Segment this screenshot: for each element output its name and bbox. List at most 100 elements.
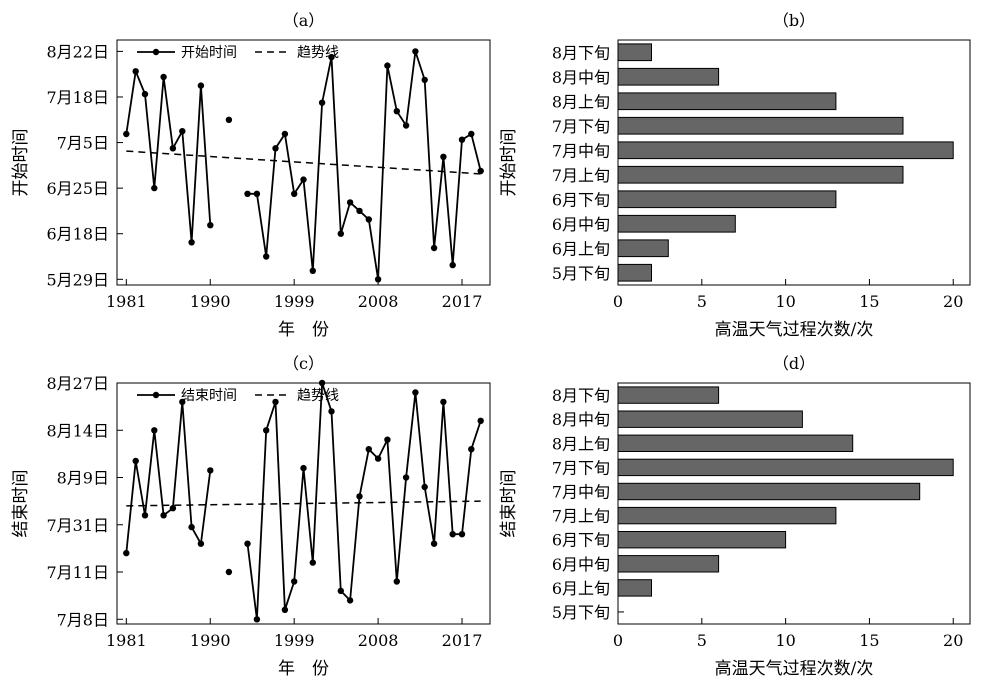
y-tick-label: 7月8日 <box>57 610 109 629</box>
data-point <box>477 417 484 424</box>
y-tick-label: 7月31日 <box>46 516 109 535</box>
category-label: 8月中旬 <box>552 410 610 429</box>
category-label: 8月中旬 <box>552 68 610 87</box>
category-label: 6月上旬 <box>552 239 610 258</box>
x-tick-label: 10 <box>775 631 795 650</box>
data-point <box>440 153 447 160</box>
y-tick-label: 8月9日 <box>57 469 109 488</box>
bar <box>617 67 720 86</box>
category-label: 7月上旬 <box>552 507 610 526</box>
data-point <box>141 512 149 519</box>
data-point <box>412 48 419 55</box>
y-axis-label: 开始时间 <box>499 129 519 197</box>
data-point <box>440 398 447 406</box>
legend-trend-label: 趋势线 <box>297 388 339 404</box>
bar <box>617 43 652 62</box>
x-tick-label: 5 <box>697 631 707 650</box>
data-point <box>160 73 167 81</box>
data-point <box>430 244 438 252</box>
data-point <box>477 167 484 175</box>
data-point <box>374 276 382 283</box>
data-point <box>412 389 419 396</box>
y-tick-label: 7月5日 <box>57 134 109 153</box>
data-point <box>402 474 410 481</box>
y-tick-label: 6月18日 <box>46 225 109 244</box>
y-axis-label: 开始时间 <box>11 129 31 197</box>
data-point <box>253 190 261 197</box>
data-point <box>393 578 400 585</box>
y-tick-label: 8月14日 <box>46 421 109 440</box>
data-point <box>225 568 233 576</box>
x-axis-label: 高温天气过程次数/次 <box>715 320 874 340</box>
category-label: 6月上旬 <box>552 579 610 598</box>
series-line-segment <box>125 67 212 243</box>
category-label: 8月下旬 <box>552 43 610 62</box>
x-tick-label: 2017 <box>442 292 483 311</box>
category-label: 5月下旬 <box>552 603 610 622</box>
data-point <box>346 199 354 206</box>
bar <box>617 386 720 404</box>
data-point <box>291 190 298 197</box>
panel-label: （a） <box>283 11 325 30</box>
y-axis-label: 结束时间 <box>499 470 519 538</box>
category-label: 6月中旬 <box>552 555 610 574</box>
data-point <box>374 455 382 462</box>
data-point <box>468 446 475 453</box>
data-point <box>421 483 428 491</box>
data-point <box>169 145 177 152</box>
legend-series-marker <box>152 48 160 56</box>
data-point <box>151 184 158 192</box>
x-tick-label: 2008 <box>358 292 399 311</box>
data-point <box>430 540 438 547</box>
data-point <box>253 616 261 623</box>
data-point <box>365 216 372 223</box>
legend-series-label: 开始时间 <box>181 45 237 61</box>
bar <box>617 214 736 233</box>
data-point <box>365 446 372 453</box>
data-point <box>468 130 475 138</box>
panel-label: （b） <box>773 11 815 30</box>
x-tick-label: 0 <box>613 631 623 650</box>
data-point <box>300 464 307 472</box>
x-tick-label: 1981 <box>106 292 147 311</box>
data-point <box>272 398 279 406</box>
data-point <box>188 239 195 246</box>
data-point <box>263 253 270 260</box>
data-point <box>356 207 363 215</box>
x-tick-label: 20 <box>943 631 963 650</box>
x-tick-label: 20 <box>943 292 963 311</box>
data-point <box>337 587 344 595</box>
data-point <box>207 222 214 229</box>
data-point <box>281 606 289 613</box>
data-point <box>337 230 344 237</box>
panel-c: （c） 7月8日 7月11日 7月31日 8月9日 8月14日 8月27日 1981 1990 1… <box>11 354 491 679</box>
data-point <box>244 540 251 547</box>
data-point <box>263 427 270 434</box>
bar <box>617 92 837 111</box>
bar <box>617 263 652 282</box>
data-point <box>225 116 233 124</box>
bar <box>617 239 669 258</box>
panel-d: （d） 5月下旬 6月上旬 6月中旬 6月下旬 7月上旬 7月中旬 7月下旬 8月上旬 8月中旬 8… <box>499 354 971 679</box>
data-point <box>160 512 167 519</box>
data-point <box>244 190 251 197</box>
trend-line <box>126 150 481 175</box>
x-tick-label: 5 <box>697 292 707 311</box>
legend-series-label: 结束时间 <box>181 388 237 404</box>
series-line-segment <box>125 401 212 554</box>
x-tick-label: 1990 <box>190 631 231 650</box>
bar <box>617 579 652 597</box>
y-tick-label: 6月25日 <box>46 179 109 198</box>
x-tick-label: 2008 <box>358 631 399 650</box>
data-point <box>123 130 130 138</box>
plot-frame <box>617 39 971 286</box>
category-label: 7月中旬 <box>552 482 610 501</box>
data-point <box>402 122 410 129</box>
panel-b: （b） 5月下旬 6月上旬 6月中旬 6月下旬 7月上旬 7月中旬 7月下旬 8月上旬 8月中旬 8… <box>499 11 971 340</box>
x-tick-label: 1990 <box>190 292 231 311</box>
data-point <box>151 427 158 434</box>
bar <box>617 116 904 135</box>
data-point <box>449 531 456 538</box>
data-point <box>309 559 316 566</box>
